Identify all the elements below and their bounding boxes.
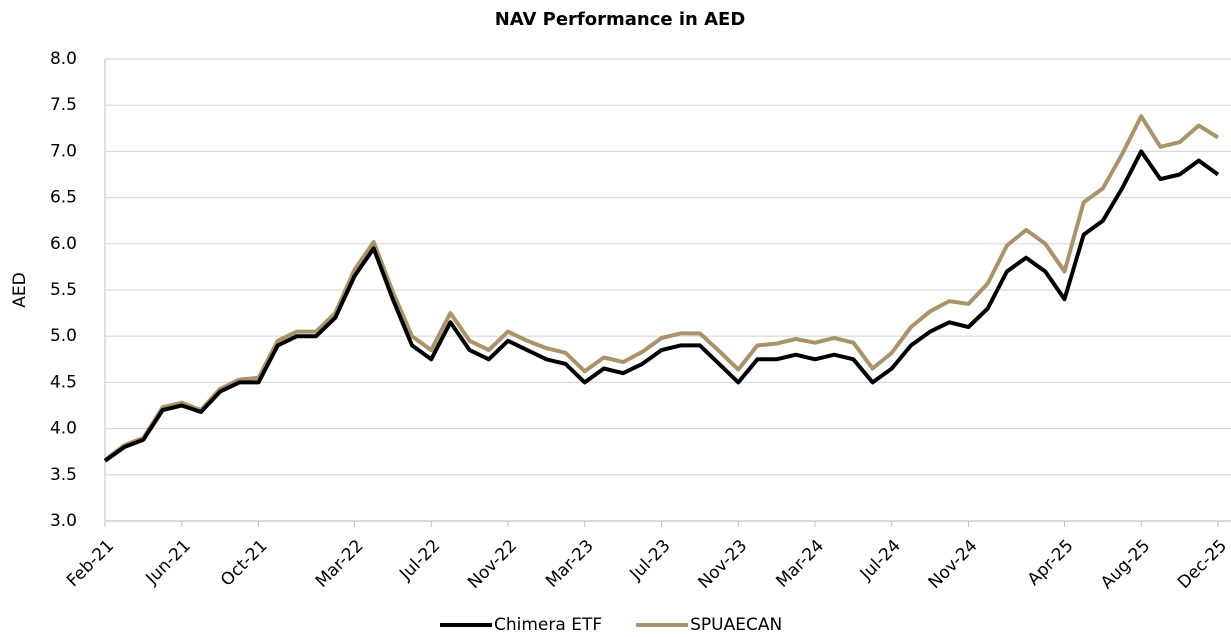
x-tick-label: Mar-22 [312, 536, 368, 592]
x-tick-label: Jul-22 [395, 536, 444, 585]
x-tick-label: Mar-23 [542, 536, 598, 592]
x-tick-label: Dec-25 [1174, 536, 1231, 593]
x-tick-label: Nov-23 [694, 536, 751, 593]
y-tick-label: 4.5 [50, 372, 77, 392]
y-tick-label: 7.0 [50, 141, 77, 161]
legend-label: Chimera ETF [494, 615, 602, 635]
y-tick-label: 8.0 [50, 49, 77, 69]
x-tick-label: Nov-22 [464, 536, 521, 593]
x-tick-label: Feb-21 [63, 536, 118, 591]
x-tick-label: Nov-24 [925, 536, 982, 593]
series-line [103, 114, 1220, 462]
y-tick-label: 7.5 [50, 95, 77, 115]
y-tick-label: 5.5 [50, 280, 77, 300]
x-tick-label: Apr-25 [1024, 536, 1078, 590]
x-tick-label: Oct-21 [217, 536, 272, 591]
chart-title: NAV Performance in AED [495, 9, 746, 30]
series-line [103, 149, 1220, 463]
x-tick-label: Mar-24 [772, 536, 828, 592]
x-tick-label: Aug-25 [1097, 536, 1154, 593]
y-tick-label: 6.5 [50, 188, 77, 208]
y-axis-label: AED [10, 272, 30, 307]
x-tick-label: Jun-21 [142, 536, 195, 589]
y-tick-label: 4.0 [50, 419, 77, 439]
x-tick-label: Jul-24 [856, 536, 905, 585]
y-tick-label: 3.5 [50, 465, 77, 485]
y-tick-label: 3.0 [50, 511, 77, 531]
y-tick-label: 6.0 [50, 234, 77, 254]
y-tick-label: 5.0 [50, 326, 77, 346]
x-tick-label: Jul-23 [626, 536, 675, 585]
legend-label: SPUAECAN [690, 615, 782, 635]
